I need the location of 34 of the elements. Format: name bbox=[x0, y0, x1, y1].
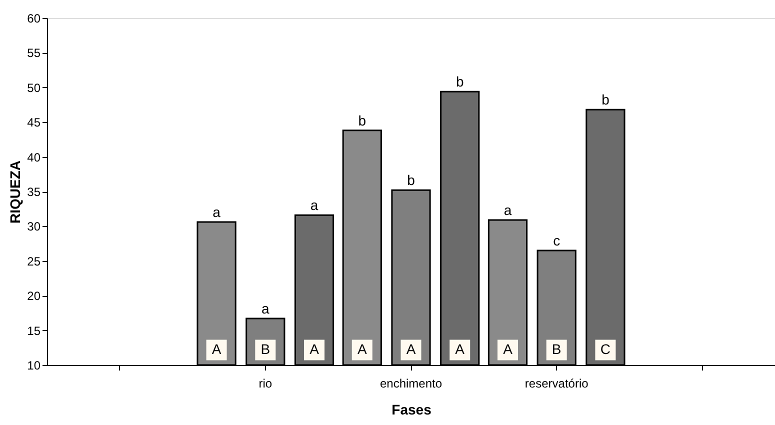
y-tick-label: 50 bbox=[27, 80, 41, 95]
data-label: a bbox=[310, 197, 318, 214]
data-label: b bbox=[602, 92, 610, 108]
annotation: A bbox=[357, 341, 368, 357]
x-axis-title: Fases bbox=[392, 402, 432, 418]
data-label: a bbox=[212, 204, 221, 220]
x-tick-label: rio bbox=[258, 376, 272, 390]
x-tick-label: reservatório bbox=[524, 376, 589, 390]
data-label: a bbox=[262, 300, 270, 316]
data-label: a bbox=[504, 202, 512, 218]
annotation: B bbox=[260, 341, 270, 357]
y-tick-label: 10 bbox=[27, 358, 41, 372]
y-tick-label: 20 bbox=[27, 289, 41, 304]
y-tick-label: 25 bbox=[27, 254, 41, 268]
data-label: b bbox=[456, 74, 464, 90]
data-label: b bbox=[358, 112, 366, 128]
y-tick-label: 45 bbox=[27, 116, 41, 130]
annotation: A bbox=[503, 341, 514, 357]
annotation: A bbox=[455, 341, 466, 357]
x-tick-label: enchimento bbox=[380, 376, 442, 390]
annotation: A bbox=[310, 341, 320, 357]
data-label: c bbox=[553, 232, 560, 248]
y-tick-label: 15 bbox=[27, 324, 41, 338]
y-tick-label: 40 bbox=[27, 150, 41, 164]
y-tick-label: 30 bbox=[27, 220, 41, 234]
annotation: A bbox=[212, 341, 222, 357]
annotation: A bbox=[406, 341, 416, 357]
y-tick-label: 35 bbox=[27, 185, 41, 199]
y-tick-label: 55 bbox=[27, 46, 41, 60]
annotation: B bbox=[552, 341, 562, 357]
y-axis-title: RIQUEZA bbox=[7, 160, 24, 224]
y-tick-label: 60 bbox=[27, 12, 41, 26]
data-label: b bbox=[407, 172, 416, 188]
annotation: C bbox=[600, 341, 611, 357]
